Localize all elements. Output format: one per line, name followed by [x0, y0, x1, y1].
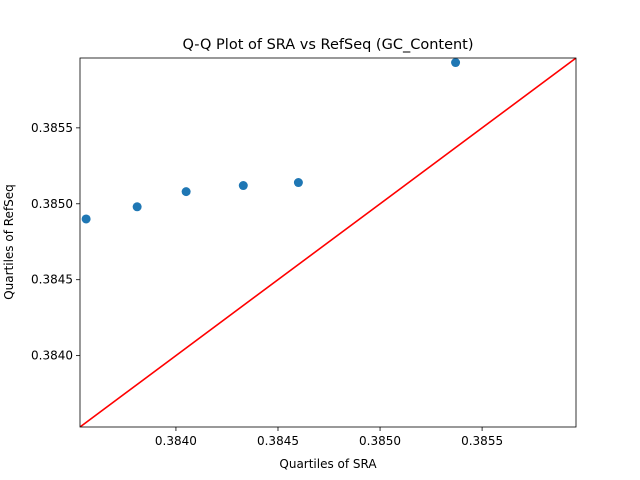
x-tick-label: 0.3850 — [359, 434, 401, 448]
x-tick-label: 0.3840 — [155, 434, 197, 448]
scatter-point — [451, 58, 461, 68]
y-tick-label: 0.3850 — [31, 197, 73, 211]
x-axis-label: Quartiles of SRA — [279, 457, 377, 471]
y-tick-label: 0.3840 — [31, 349, 73, 363]
chart-title: Q-Q Plot of SRA vs RefSeq (GC_Content) — [182, 37, 473, 53]
scatter-point — [238, 181, 248, 191]
x-tick-label: 0.3845 — [257, 434, 299, 448]
x-tick-label: 0.3855 — [461, 434, 503, 448]
reference-line — [80, 58, 576, 427]
x-axis: 0.3840 0.3845 0.3850 0.3855 — [155, 427, 503, 448]
y-axis: 0.3840 0.3845 0.3850 0.3855 — [31, 121, 80, 363]
scatter-point — [181, 187, 191, 197]
scatter-point — [293, 178, 303, 188]
y-axis-label: Quartiles of RefSeq — [2, 184, 16, 300]
plot-frame — [79, 57, 577, 428]
scatter-point — [81, 214, 91, 224]
scatter-point — [132, 202, 142, 212]
plot-area — [80, 58, 576, 427]
y-tick-label: 0.3845 — [31, 273, 73, 287]
y-tick-label: 0.3855 — [31, 121, 73, 135]
